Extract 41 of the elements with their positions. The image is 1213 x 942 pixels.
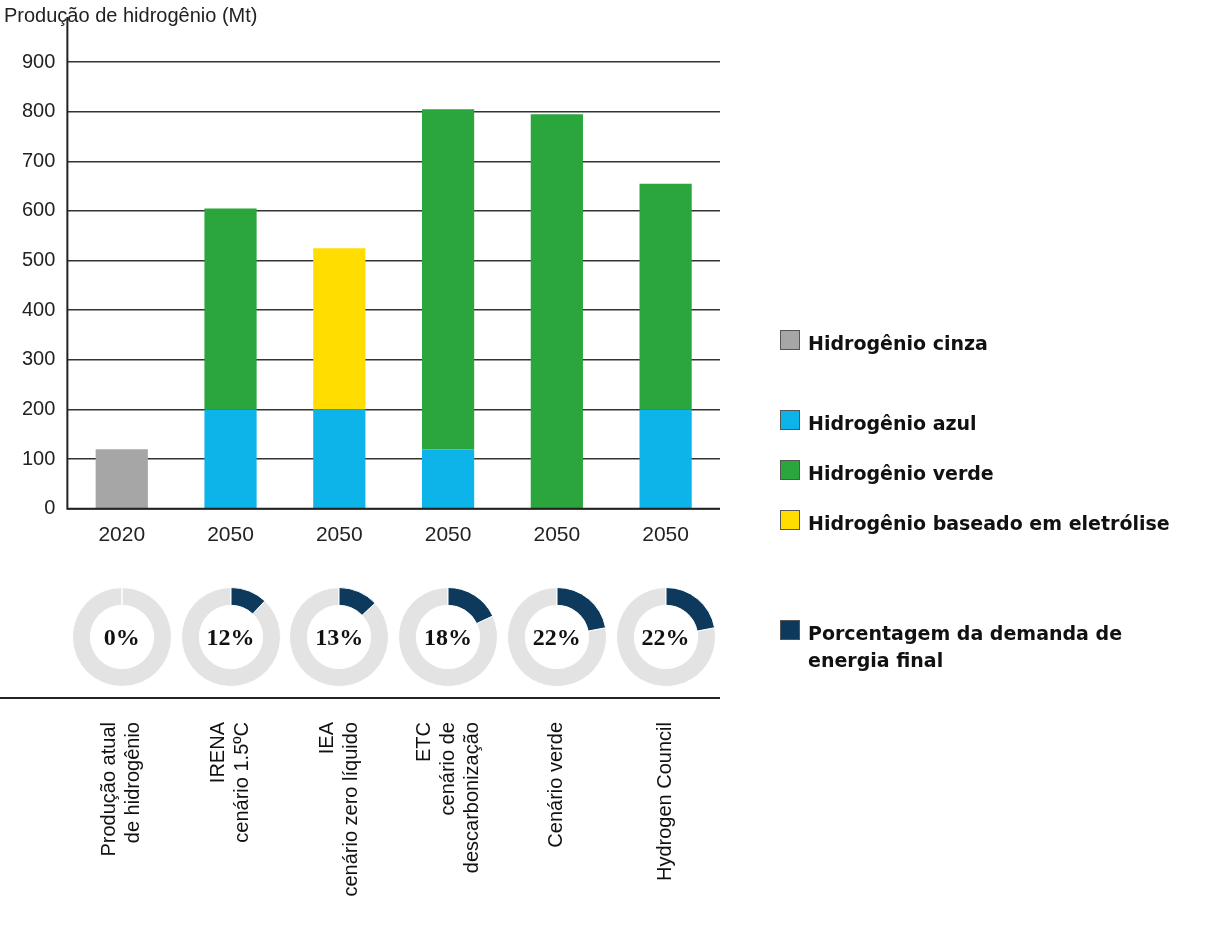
- text: Produção atual de hidrogênio: [97, 722, 144, 857]
- x-tick-label: 2050: [315, 522, 363, 546]
- y-tick-label: 0: [44, 496, 56, 519]
- data-label: 18%: [398, 587, 499, 687]
- bar: [421, 109, 475, 450]
- text: 0%: [103, 623, 140, 650]
- x-tick-label: 2050: [424, 522, 472, 546]
- y-tick-label: 700: [21, 148, 56, 171]
- legend-label: Hidrogênio baseado em eletrólise: [808, 511, 1170, 536]
- legend-label: Hidrogênio cinza: [808, 331, 988, 356]
- bar: [95, 449, 148, 509]
- data-label: 22%: [506, 587, 607, 687]
- x-tick-label: 2050: [533, 522, 581, 546]
- x-tick-label: 2050: [642, 522, 689, 546]
- x-tick-label: 2020: [98, 522, 146, 546]
- bar: [313, 248, 366, 410]
- bar: [313, 409, 366, 509]
- bar: [204, 409, 257, 509]
- data-label: 12%: [180, 587, 281, 687]
- y-tick-label: 200: [21, 397, 56, 420]
- y-tick-label: 400: [21, 297, 56, 320]
- y-tick-label: 100: [21, 446, 56, 469]
- bar: [639, 183, 692, 410]
- y-tick-label: 500: [21, 248, 56, 271]
- y-tick-label: 600: [21, 198, 56, 221]
- text: Cenário verde: [544, 722, 567, 848]
- data-label: 13%: [289, 587, 390, 687]
- data-label: 22%: [615, 587, 716, 687]
- legend-label: Porcentagem da demanda de energia final: [808, 621, 1124, 673]
- y-tick-label: 900: [21, 49, 56, 72]
- bar: [421, 449, 475, 509]
- y-tick-label: 800: [21, 99, 56, 122]
- legend-label: Hidrogênio verde: [808, 461, 994, 486]
- text: Hydrogen Council: [653, 722, 676, 881]
- bar: [204, 208, 257, 410]
- x-tick-label: 2050: [207, 522, 254, 546]
- legend-label: Hidrogênio azul: [808, 411, 977, 436]
- bar: [639, 409, 692, 509]
- y-tick-label: 300: [21, 347, 56, 370]
- bar: [530, 114, 583, 509]
- y-axis-title: Produção de hidrogênio (Mt): [4, 3, 258, 26]
